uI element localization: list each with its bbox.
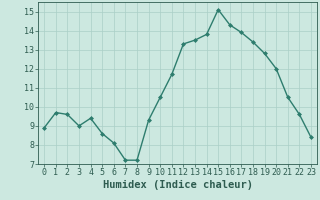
X-axis label: Humidex (Indice chaleur): Humidex (Indice chaleur) [103,180,252,190]
